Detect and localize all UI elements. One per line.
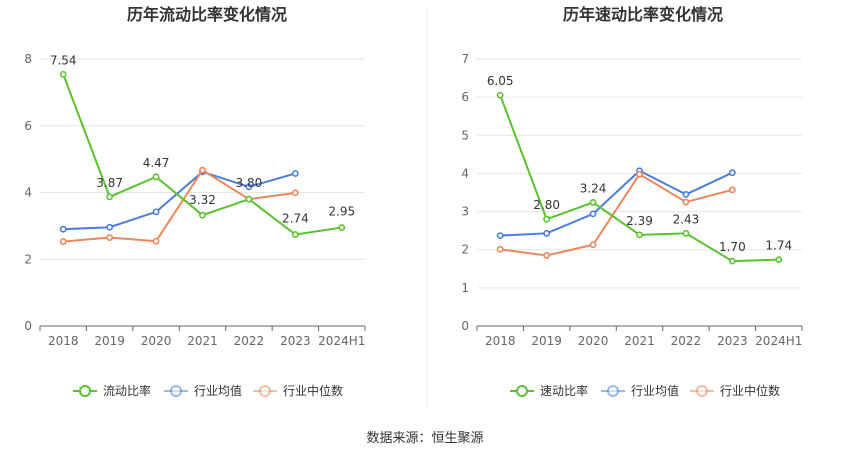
data-point bbox=[152, 208, 160, 216]
data-point bbox=[636, 231, 643, 239]
data-label: 3.24 bbox=[580, 181, 607, 195]
legend-marker bbox=[696, 385, 708, 397]
data-label: 2.39 bbox=[626, 214, 653, 228]
data-point bbox=[59, 225, 67, 233]
x-tick-label: 2022 bbox=[671, 334, 702, 348]
x-tick-label: 2018 bbox=[48, 334, 79, 348]
data-point bbox=[728, 186, 736, 194]
data-point bbox=[106, 193, 114, 201]
data-label: 1.74 bbox=[765, 239, 792, 253]
data-point bbox=[291, 189, 299, 197]
data-point bbox=[775, 256, 783, 264]
legend-label: 行业中位数 bbox=[720, 383, 780, 398]
x-tick-label: 2019 bbox=[531, 334, 562, 348]
data-label: 2.95 bbox=[328, 205, 355, 219]
data-point bbox=[589, 241, 597, 249]
data-point bbox=[59, 70, 67, 78]
data-point bbox=[199, 211, 206, 219]
y-tick-label: 8 bbox=[24, 52, 32, 66]
legend-label: 行业中位数 bbox=[283, 383, 343, 398]
series-line bbox=[62, 73, 342, 236]
y-tick-label: 0 bbox=[24, 319, 32, 333]
data-point bbox=[59, 238, 67, 245]
y-tick-label: 6 bbox=[24, 119, 32, 133]
data-point bbox=[682, 191, 690, 198]
data-point bbox=[152, 173, 160, 181]
data-point bbox=[543, 229, 551, 237]
y-tick-label: 4 bbox=[461, 166, 469, 180]
data-label: 3.80 bbox=[236, 176, 263, 190]
y-tick-label: 4 bbox=[24, 186, 32, 200]
x-tick-label: 2018 bbox=[485, 334, 516, 348]
y-tick-label: 2 bbox=[24, 252, 32, 266]
legend-marker bbox=[259, 385, 271, 397]
y-tick-label: 7 bbox=[461, 52, 469, 66]
data-point bbox=[199, 166, 206, 174]
data-point bbox=[543, 252, 551, 259]
data-point bbox=[152, 237, 160, 245]
series-line bbox=[63, 169, 296, 243]
current-ratio-chart: 历年流动比率变化情况 0 2 4 6 8 2018 2019 2020 2021 2022 2023 2… bbox=[24, 5, 366, 398]
legend-label: 行业均值 bbox=[194, 383, 242, 398]
data-label: 2.80 bbox=[533, 198, 560, 212]
data-point bbox=[682, 198, 690, 206]
data-label: 1.70 bbox=[719, 240, 746, 254]
legend-marker bbox=[170, 385, 182, 397]
data-label: 6.05 bbox=[487, 74, 514, 88]
data-point bbox=[682, 229, 690, 237]
data-point bbox=[496, 91, 504, 99]
x-tick-label: 2020 bbox=[578, 334, 609, 348]
chart-title: 历年速动比率变化情况 bbox=[563, 5, 723, 24]
x-tick-label: 2023 bbox=[717, 334, 748, 348]
legend-marker bbox=[79, 385, 91, 397]
x-tick-label: 2019 bbox=[94, 334, 125, 348]
x-tick-label: 2021 bbox=[187, 334, 218, 348]
data-label: 2.74 bbox=[282, 212, 309, 226]
data-point bbox=[543, 215, 551, 223]
series-line bbox=[500, 169, 733, 237]
series-line bbox=[500, 173, 733, 257]
y-tick-label: 2 bbox=[461, 243, 469, 257]
series-line bbox=[63, 170, 296, 231]
data-point bbox=[245, 195, 253, 203]
legend-marker bbox=[516, 385, 528, 397]
data-point bbox=[106, 223, 114, 231]
x-tick-label: 2021 bbox=[624, 334, 655, 348]
y-tick-label: 5 bbox=[461, 128, 469, 142]
data-label: 3.87 bbox=[96, 176, 123, 190]
chart-title: 历年流动比率变化情况 bbox=[127, 5, 287, 24]
data-point bbox=[496, 232, 504, 240]
legend-marker bbox=[607, 385, 619, 397]
data-label: 2.43 bbox=[673, 212, 700, 226]
data-label: 4.47 bbox=[143, 156, 170, 170]
x-tick-label: 2023 bbox=[280, 334, 311, 348]
data-source: 数据来源：恒生聚源 bbox=[366, 431, 483, 446]
data-label: 3.32 bbox=[189, 193, 216, 207]
legend-label: 速动比率 bbox=[540, 383, 588, 398]
data-point bbox=[728, 257, 736, 265]
data-point bbox=[589, 210, 597, 218]
data-point bbox=[245, 183, 253, 191]
x-tick-label: 2020 bbox=[141, 334, 172, 348]
y-tick-label: 1 bbox=[461, 281, 469, 295]
data-label: 7.54 bbox=[50, 53, 77, 67]
x-tick-label: 2022 bbox=[234, 334, 265, 348]
quick-ratio-chart: 历年速动比率变化情况 0 1 2 3 4 5 6 7 2018 2019 2020 2021 2022 20… bbox=[461, 5, 803, 398]
x-tick-label: 2024H1 bbox=[755, 334, 802, 348]
data-point bbox=[636, 170, 643, 178]
y-tick-label: 0 bbox=[461, 319, 469, 333]
x-tick-label: 2024H1 bbox=[318, 334, 365, 348]
data-point bbox=[291, 170, 299, 177]
legend-label: 流动比率 bbox=[103, 383, 151, 398]
y-tick-label: 3 bbox=[461, 205, 469, 219]
data-point bbox=[496, 245, 504, 253]
data-point bbox=[589, 199, 597, 206]
y-tick-label: 6 bbox=[461, 90, 469, 104]
data-point bbox=[106, 234, 114, 241]
legend-label: 行业均值 bbox=[631, 383, 679, 398]
data-point bbox=[728, 169, 736, 177]
data-point bbox=[291, 231, 299, 238]
data-point bbox=[338, 224, 346, 231]
